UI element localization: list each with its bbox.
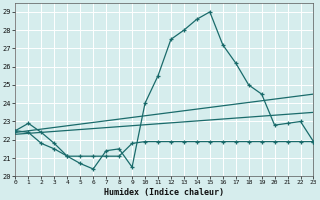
X-axis label: Humidex (Indice chaleur): Humidex (Indice chaleur) <box>104 188 224 197</box>
